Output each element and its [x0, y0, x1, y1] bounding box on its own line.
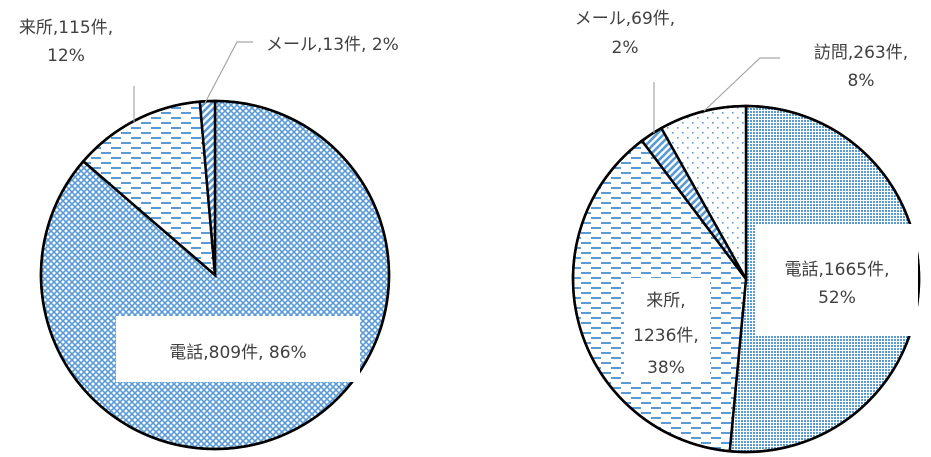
leader-line-houmon: [703, 57, 780, 112]
label-houmon-line2: 8%: [848, 71, 875, 91]
label-mail-line1: メール,69件,: [575, 9, 675, 29]
label-denwa-line2: 52%: [818, 288, 856, 308]
leader-line-mail: [204, 41, 253, 104]
label-raisho-line1: 来所,115件,: [19, 18, 113, 38]
label-box-denwa: [756, 224, 918, 336]
label-raisho-line2: 12%: [47, 46, 85, 66]
label-mail: メール,13件, 2%: [266, 35, 399, 55]
pie-outline: [39, 99, 391, 451]
label-mail-line2: 2%: [612, 38, 639, 58]
pie-outline: [571, 104, 921, 454]
label-denwa-line1: 電話,1665件,: [784, 260, 889, 280]
label-denwa: 電話,809件, 86%: [169, 343, 306, 363]
label-raisho-line1: 来所,: [646, 291, 685, 311]
pie-chart-right: 電話,1665件, 52% 来所, 1236件, 38% メール,69件, 2%…: [571, 9, 921, 454]
label-box-raisho: [624, 278, 710, 382]
pie-chart-left: 電話,809件, 86% 来所,115件, 12% メール,13件, 2%: [19, 18, 399, 451]
label-raisho-line3: 38%: [647, 358, 685, 378]
label-raisho-line2: 1236件,: [633, 326, 699, 346]
label-houmon-line1: 訪問,263件,: [814, 43, 908, 63]
label-box-denwa: [116, 316, 360, 382]
